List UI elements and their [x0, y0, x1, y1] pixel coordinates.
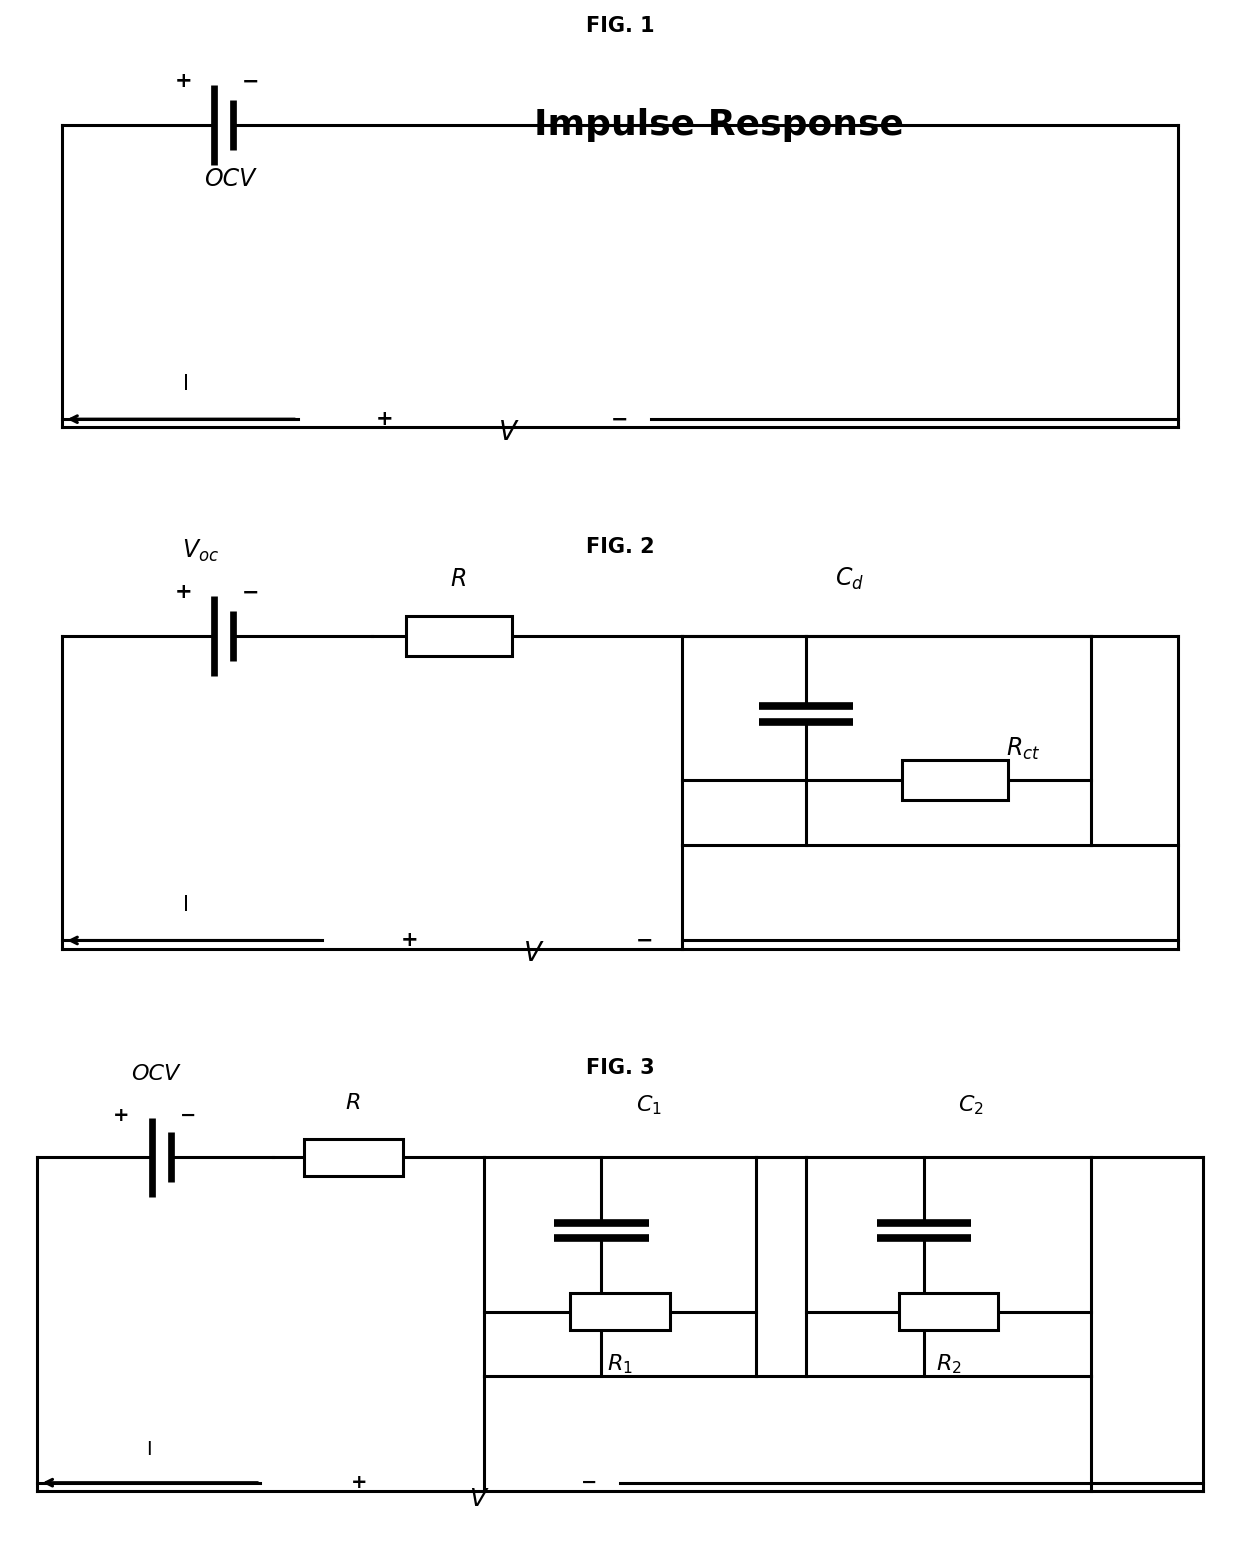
Text: +: +: [113, 1106, 130, 1125]
Text: OCV: OCV: [203, 167, 255, 191]
Text: −: −: [611, 410, 629, 429]
Bar: [407, 616, 511, 655]
Text: R: R: [450, 566, 467, 591]
Text: −: −: [242, 72, 259, 91]
Text: FIG. 1: FIG. 1: [585, 16, 655, 36]
Text: $C_1$: $C_1$: [636, 1093, 661, 1117]
Text: V: V: [469, 1487, 486, 1511]
Text: V: V: [500, 419, 517, 446]
Bar: [899, 1293, 998, 1331]
Text: OCV: OCV: [131, 1064, 179, 1084]
Text: I: I: [184, 895, 188, 915]
Text: +: +: [175, 72, 192, 91]
Bar: [570, 1293, 670, 1331]
Bar: [903, 760, 1007, 799]
Text: I: I: [184, 374, 188, 394]
Text: $R_{ct}$: $R_{ct}$: [1006, 735, 1040, 762]
Text: +: +: [175, 582, 192, 602]
Text: R: R: [346, 1093, 361, 1114]
Bar: [304, 1139, 403, 1176]
Text: $C_2$: $C_2$: [959, 1093, 983, 1117]
Text: +: +: [401, 931, 418, 951]
Text: $R_1$: $R_1$: [608, 1351, 632, 1376]
Text: FIG. 3: FIG. 3: [585, 1059, 655, 1078]
Text: $C_d$: $C_d$: [835, 566, 864, 591]
Text: −: −: [636, 931, 653, 951]
Text: +: +: [376, 410, 393, 429]
Text: Impulse Response: Impulse Response: [534, 108, 904, 142]
Text: −: −: [180, 1106, 197, 1125]
Text: +: +: [351, 1473, 368, 1492]
Text: I: I: [146, 1440, 151, 1459]
Text: −: −: [580, 1473, 598, 1492]
Text: V: V: [525, 942, 542, 967]
Text: $R_2$: $R_2$: [936, 1351, 961, 1376]
Text: $V_{oc}$: $V_{oc}$: [182, 538, 219, 563]
Text: −: −: [242, 582, 259, 602]
Text: FIG. 2: FIG. 2: [585, 536, 655, 557]
